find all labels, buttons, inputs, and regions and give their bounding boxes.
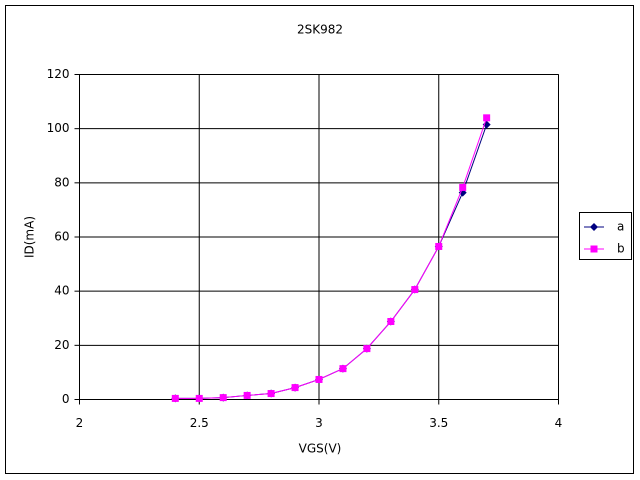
- legend-label: a: [617, 220, 624, 234]
- marker: [411, 286, 419, 294]
- x-tick-label: 2.5: [190, 416, 209, 430]
- marker: [219, 394, 227, 402]
- marker: [291, 384, 299, 392]
- marker: [483, 114, 491, 122]
- marker: [387, 318, 395, 325]
- x-tick-label: 2: [76, 416, 84, 430]
- marker: [435, 242, 443, 250]
- marker: [590, 223, 598, 231]
- marker: [363, 345, 371, 353]
- marker: [315, 375, 323, 383]
- y-tick-label: 80: [54, 175, 69, 189]
- marker: [339, 365, 347, 373]
- marker: [267, 390, 275, 398]
- legend: [579, 212, 632, 260]
- x-tick-label: 3.5: [429, 416, 448, 430]
- y-tick-label: 120: [47, 67, 70, 81]
- x-tick-label: 4: [555, 416, 563, 430]
- y-tick-label: 100: [47, 121, 70, 135]
- x-axis-label: VGS(V): [299, 442, 342, 456]
- marker: [195, 394, 203, 402]
- series-line: [175, 117, 488, 399]
- y-tick-label: 0: [62, 392, 70, 406]
- y-axis-label: ID(mA): [23, 216, 37, 258]
- x-tick-label: 3: [315, 416, 323, 430]
- chart-title: 2SK982: [297, 23, 343, 37]
- y-tick-label: 40: [54, 284, 69, 298]
- marker: [243, 391, 251, 399]
- marker: [459, 183, 467, 191]
- y-tick-label: 20: [54, 338, 69, 352]
- y-tick-label: 60: [54, 230, 69, 244]
- marker: [590, 245, 598, 253]
- legend-label: b: [617, 242, 625, 256]
- marker: [171, 394, 179, 402]
